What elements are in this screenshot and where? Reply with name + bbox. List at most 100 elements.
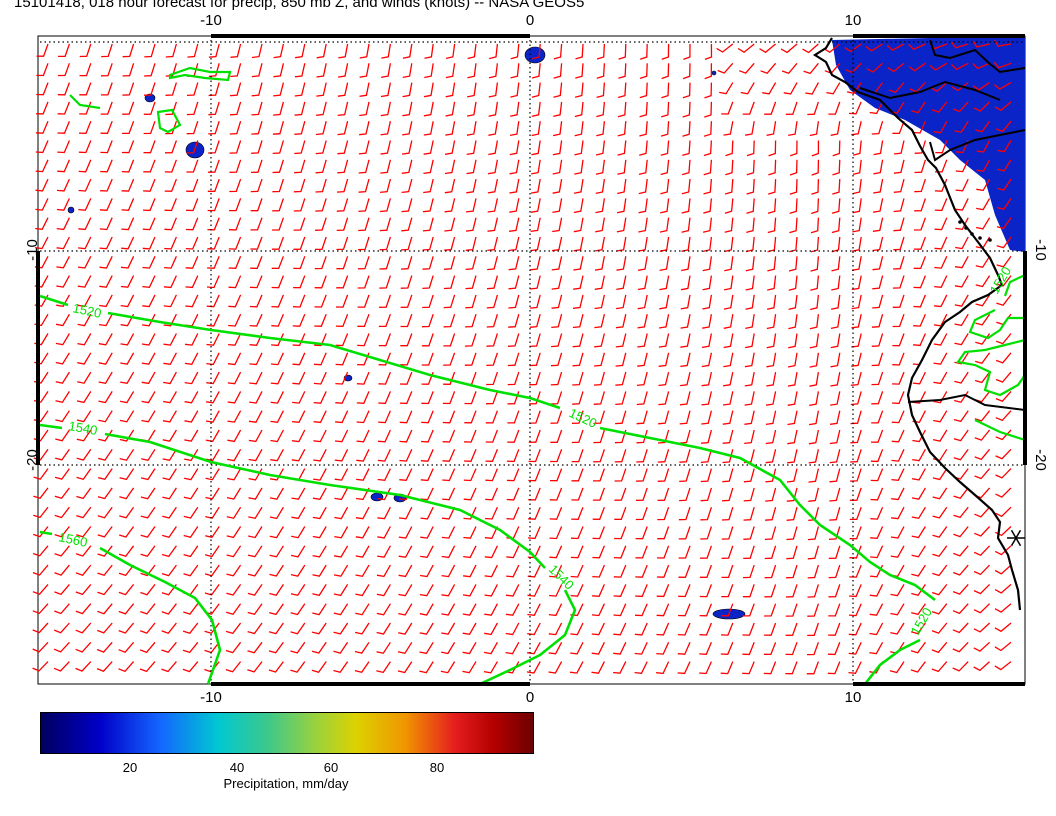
wind-barb bbox=[891, 391, 905, 405]
wind-barb bbox=[334, 468, 349, 481]
wind-barb bbox=[613, 603, 627, 617]
wind-barb bbox=[681, 159, 691, 176]
wind-barb bbox=[207, 236, 220, 250]
wind-barb bbox=[36, 101, 49, 115]
wind-barb bbox=[295, 43, 306, 59]
wind-barb bbox=[658, 391, 670, 406]
wind-barb bbox=[290, 622, 306, 635]
wind-barb bbox=[639, 63, 648, 80]
wind-barb bbox=[118, 603, 135, 615]
wind-barb bbox=[571, 449, 584, 463]
wind-barb bbox=[531, 101, 541, 118]
wind-barb bbox=[32, 622, 49, 634]
wind-barb bbox=[164, 198, 178, 212]
wind-barb bbox=[466, 178, 477, 194]
wind-barb bbox=[618, 82, 627, 99]
wind-barb bbox=[828, 101, 841, 115]
wind-barb bbox=[463, 545, 477, 559]
wind-barb bbox=[230, 43, 242, 58]
wind-barb bbox=[336, 275, 349, 289]
wind-barb bbox=[932, 448, 948, 462]
wind-barb bbox=[787, 449, 798, 464]
wind-barb bbox=[637, 294, 648, 310]
wind-barb bbox=[723, 371, 734, 387]
wind-barb bbox=[954, 333, 969, 346]
wind-barb bbox=[766, 333, 777, 349]
wind-barb bbox=[381, 43, 392, 59]
wind-barb bbox=[463, 487, 477, 501]
wind-barb bbox=[995, 333, 1012, 345]
wind-barb bbox=[844, 43, 862, 53]
wind-barb bbox=[679, 468, 691, 483]
wind-barb bbox=[593, 391, 606, 405]
wind-barb bbox=[635, 584, 648, 598]
wind-barb bbox=[913, 236, 927, 250]
wind-barb bbox=[994, 583, 1012, 594]
wind-barb bbox=[572, 371, 584, 386]
wind-barb bbox=[445, 82, 456, 98]
contour-label: 1520 bbox=[71, 300, 102, 321]
wind-barb bbox=[721, 526, 734, 540]
wind-barb bbox=[914, 198, 927, 212]
wind-barb bbox=[934, 256, 948, 269]
wind-barb bbox=[312, 487, 327, 501]
wind-barb bbox=[994, 661, 1012, 671]
wind-barb bbox=[358, 198, 370, 213]
wind-barb bbox=[357, 275, 370, 289]
wind-barb bbox=[398, 584, 413, 597]
wind-barb bbox=[377, 545, 391, 558]
precip-cell bbox=[67, 206, 75, 214]
wind-barb bbox=[829, 468, 841, 483]
wind-barb bbox=[972, 62, 990, 70]
wind-barb bbox=[35, 178, 49, 192]
wind-barb bbox=[870, 449, 884, 463]
wind-barb bbox=[934, 236, 948, 250]
wind-barb bbox=[765, 487, 777, 502]
wind-barb bbox=[828, 622, 841, 636]
wind-barb bbox=[487, 256, 499, 271]
wind-barb bbox=[745, 236, 755, 253]
wind-barb bbox=[678, 545, 691, 559]
wind-barb bbox=[508, 236, 520, 252]
wind-barb bbox=[118, 564, 135, 577]
wind-barb bbox=[78, 140, 92, 154]
wind-barb bbox=[268, 661, 284, 673]
wind-barb bbox=[205, 526, 220, 539]
wind-barb bbox=[702, 275, 713, 291]
wind-barb bbox=[465, 314, 477, 328]
wind-barb bbox=[75, 583, 92, 596]
wind-barb bbox=[272, 178, 285, 193]
wind-barb bbox=[976, 140, 991, 153]
wind-barb bbox=[122, 101, 135, 115]
wind-barb bbox=[596, 43, 606, 60]
wind-barb bbox=[893, 198, 905, 213]
wind-barb bbox=[952, 603, 969, 615]
wind-barb bbox=[141, 371, 156, 385]
wind-barb bbox=[571, 506, 584, 520]
wind-barb bbox=[293, 275, 306, 289]
wind-barb bbox=[849, 545, 862, 559]
wind-barb bbox=[850, 391, 862, 406]
wind-barb bbox=[55, 313, 70, 327]
wind-barb bbox=[767, 198, 777, 214]
wind-barb bbox=[315, 178, 327, 193]
wind-barb bbox=[614, 506, 627, 521]
wind-barb bbox=[679, 487, 691, 502]
wind-barb bbox=[334, 506, 349, 520]
wind-barb bbox=[32, 583, 49, 595]
wind-barb bbox=[745, 256, 755, 272]
wind-barb bbox=[852, 179, 862, 195]
wind-barb bbox=[720, 622, 734, 636]
wind-barb bbox=[272, 140, 285, 155]
wind-barb bbox=[293, 178, 306, 193]
wind-barb bbox=[677, 622, 691, 636]
wind-barb bbox=[785, 642, 798, 656]
wind-barb bbox=[613, 661, 627, 674]
wind-barb bbox=[337, 159, 349, 174]
wind-barb bbox=[973, 641, 991, 652]
wind-barb bbox=[743, 468, 755, 483]
border-path bbox=[859, 80, 1001, 101]
wind-barb bbox=[100, 159, 113, 173]
wind-barb bbox=[204, 584, 220, 596]
wind-barb bbox=[913, 313, 926, 327]
